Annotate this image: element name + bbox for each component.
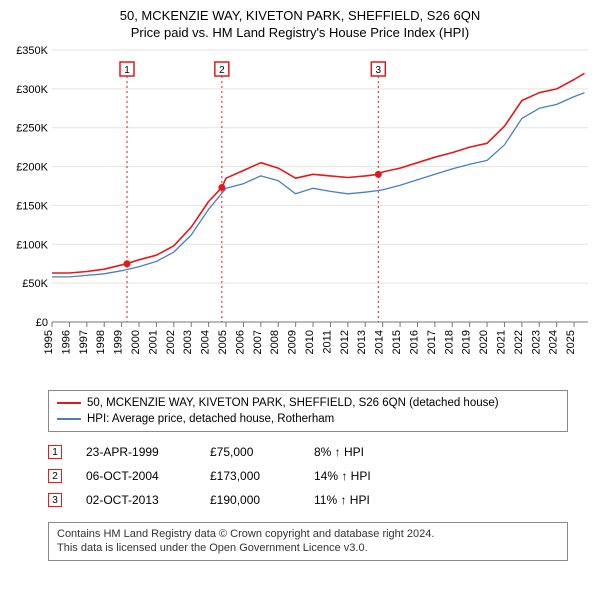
sale-pct-2: 14% ↑ HPI [314, 469, 424, 483]
sales-table: 1 23-APR-1999 £75,000 8% ↑ HPI 2 06-OCT-… [48, 440, 592, 512]
svg-text:2008: 2008 [269, 330, 281, 354]
sale-row-2: 2 06-OCT-2004 £173,000 14% ↑ HPI [48, 464, 592, 488]
svg-text:2022: 2022 [513, 330, 525, 354]
svg-text:2016: 2016 [408, 330, 420, 354]
sale-marker-3-icon: 3 [48, 493, 62, 507]
svg-text:£150K: £150K [16, 200, 48, 212]
svg-text:2006: 2006 [234, 330, 246, 354]
svg-text:2011: 2011 [321, 330, 333, 354]
svg-text:1996: 1996 [60, 330, 72, 354]
svg-text:2015: 2015 [391, 330, 403, 354]
svg-text:2018: 2018 [443, 330, 455, 354]
svg-text:2024: 2024 [548, 330, 560, 354]
svg-text:1999: 1999 [113, 330, 125, 354]
sale-pct-3: 11% ↑ HPI [314, 493, 424, 507]
chart-title-subtitle: Price paid vs. HM Land Registry's House … [8, 25, 592, 40]
sale-date-1: 23-APR-1999 [86, 445, 186, 459]
sale-price-2: £173,000 [210, 469, 290, 483]
sale-price-1: £75,000 [210, 445, 290, 459]
svg-text:1997: 1997 [78, 330, 90, 354]
svg-text:2007: 2007 [252, 330, 264, 354]
chart-title-block: 50, MCKENZIE WAY, KIVETON PARK, SHEFFIEL… [8, 8, 592, 40]
svg-text:£350K: £350K [16, 45, 48, 57]
legend-row-property: 50, MCKENZIE WAY, KIVETON PARK, SHEFFIEL… [57, 395, 559, 411]
svg-text:1995: 1995 [43, 330, 55, 354]
chart-legend: 50, MCKENZIE WAY, KIVETON PARK, SHEFFIEL… [48, 390, 568, 432]
attribution-line-2: This data is licensed under the Open Gov… [57, 541, 559, 555]
svg-text:2020: 2020 [478, 330, 490, 354]
svg-text:2000: 2000 [130, 330, 142, 354]
svg-text:2013: 2013 [356, 330, 368, 354]
legend-swatch-hpi [57, 418, 81, 420]
svg-text:£50K: £50K [22, 278, 48, 290]
legend-row-hpi: HPI: Average price, detached house, Roth… [57, 411, 559, 427]
svg-text:1998: 1998 [95, 330, 107, 354]
svg-text:£300K: £300K [16, 84, 48, 96]
attribution-box: Contains HM Land Registry data © Crown c… [48, 522, 568, 561]
svg-text:2003: 2003 [182, 330, 194, 354]
legend-label-hpi: HPI: Average price, detached house, Roth… [87, 413, 334, 425]
svg-text:2025: 2025 [565, 330, 577, 354]
svg-text:2009: 2009 [287, 330, 299, 354]
attribution-line-1: Contains HM Land Registry data © Crown c… [57, 527, 559, 541]
svg-text:2019: 2019 [461, 330, 473, 354]
sale-date-2: 06-OCT-2004 [86, 469, 186, 483]
svg-text:2: 2 [219, 65, 225, 76]
svg-text:2012: 2012 [339, 330, 351, 354]
legend-label-property: 50, MCKENZIE WAY, KIVETON PARK, SHEFFIEL… [87, 397, 499, 409]
svg-text:1: 1 [124, 65, 130, 76]
legend-swatch-property [57, 402, 81, 404]
svg-text:2010: 2010 [304, 330, 316, 354]
svg-text:2014: 2014 [374, 330, 386, 354]
svg-text:2021: 2021 [495, 330, 507, 354]
svg-text:2004: 2004 [200, 330, 212, 354]
sale-row-1: 1 23-APR-1999 £75,000 8% ↑ HPI [48, 440, 592, 464]
sale-date-3: 02-OCT-2013 [86, 493, 186, 507]
svg-text:£200K: £200K [16, 162, 48, 174]
sale-pct-1: 8% ↑ HPI [314, 445, 424, 459]
price-chart: £0 £50K £100K £150K £200K £250K £300K £350K 1995… [8, 44, 592, 384]
svg-text:2005: 2005 [217, 330, 229, 354]
svg-text:£250K: £250K [16, 123, 48, 135]
sale-marker-2-icon: 2 [48, 469, 62, 483]
chart-title-address: 50, MCKENZIE WAY, KIVETON PARK, SHEFFIEL… [8, 8, 592, 23]
svg-text:3: 3 [376, 65, 382, 76]
svg-text:2002: 2002 [165, 330, 177, 354]
sale-marker-1-icon: 1 [48, 445, 62, 459]
chart-svg: £0 £50K £100K £150K £200K £250K £300K £350K 1995… [8, 44, 592, 384]
svg-text:£100K: £100K [16, 239, 48, 251]
svg-text:2001: 2001 [147, 330, 159, 354]
sale-price-3: £190,000 [210, 493, 290, 507]
svg-text:2023: 2023 [530, 330, 542, 354]
svg-text:2017: 2017 [426, 330, 438, 354]
svg-text:£0: £0 [36, 317, 48, 329]
sale-row-3: 3 02-OCT-2013 £190,000 11% ↑ HPI [48, 488, 592, 512]
